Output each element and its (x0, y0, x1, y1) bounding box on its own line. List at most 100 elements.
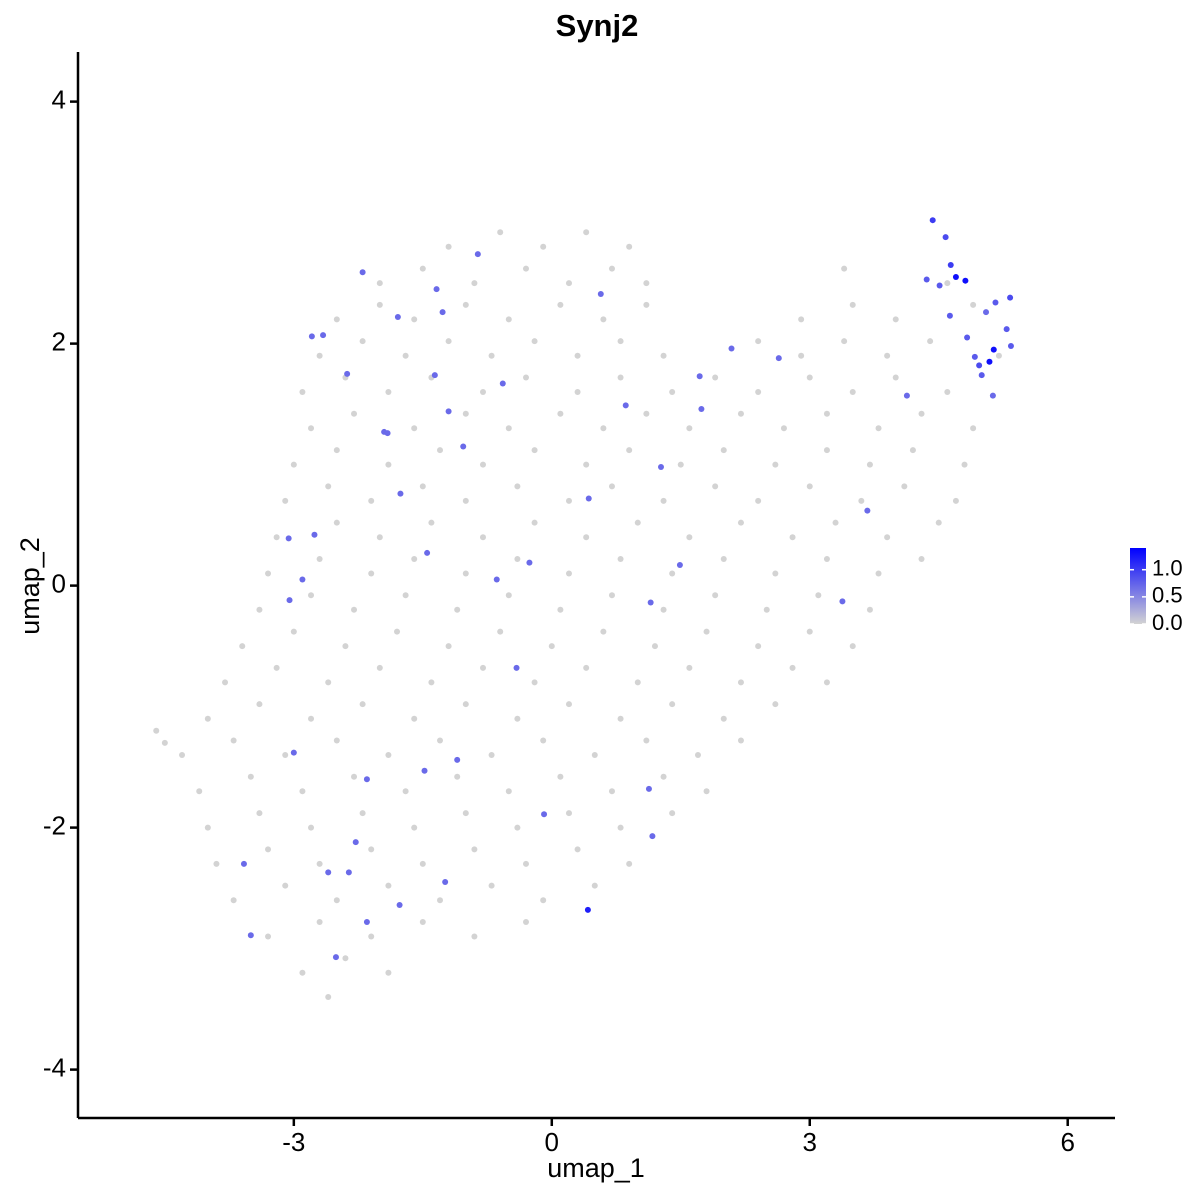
point (892, 374, 899, 381)
point (806, 628, 813, 635)
point (445, 643, 452, 650)
point (384, 430, 391, 437)
point (359, 701, 366, 708)
point (755, 389, 762, 396)
point (499, 380, 506, 387)
point (775, 355, 782, 362)
point (359, 338, 366, 345)
y-tick-label: 4 (52, 84, 66, 114)
point (608, 483, 615, 490)
point (505, 788, 512, 795)
point (540, 897, 547, 904)
point (866, 606, 873, 613)
point (256, 810, 263, 817)
point (282, 882, 289, 889)
point (316, 555, 323, 562)
point (479, 389, 486, 396)
point (660, 352, 667, 359)
point (368, 933, 375, 940)
point (290, 461, 297, 468)
point (256, 606, 263, 613)
point (445, 408, 452, 415)
point (841, 265, 848, 272)
point (325, 679, 332, 686)
point (839, 598, 846, 605)
point (471, 933, 478, 940)
point (584, 906, 591, 913)
point (952, 274, 959, 281)
point (600, 425, 607, 432)
point (574, 352, 581, 359)
point (866, 461, 873, 468)
point (497, 628, 504, 635)
point (600, 316, 607, 323)
point (976, 362, 983, 369)
point (823, 447, 830, 454)
point (488, 752, 495, 759)
point (540, 737, 547, 744)
point (351, 773, 358, 780)
point (290, 749, 297, 756)
point (230, 897, 237, 904)
point (643, 301, 650, 308)
point (376, 280, 383, 287)
point (273, 534, 280, 541)
point (299, 576, 306, 583)
point (964, 334, 971, 341)
point (265, 570, 272, 577)
point (1007, 343, 1014, 350)
point (617, 824, 624, 831)
point (806, 483, 813, 490)
point (626, 243, 633, 250)
point (437, 447, 444, 454)
point (755, 497, 762, 504)
point (737, 737, 744, 744)
point (311, 531, 318, 538)
point (686, 664, 693, 671)
point (901, 483, 908, 490)
point (686, 425, 693, 432)
point (737, 679, 744, 686)
point (376, 534, 383, 541)
point (514, 555, 521, 562)
point (712, 483, 719, 490)
x-tick-label: 6 (1060, 1127, 1074, 1157)
point (1003, 326, 1010, 333)
point (875, 425, 882, 432)
point (565, 497, 572, 504)
point (247, 773, 254, 780)
point (394, 313, 401, 320)
point (299, 389, 306, 396)
point (419, 860, 426, 867)
point (454, 773, 461, 780)
point (712, 592, 719, 599)
point (411, 316, 418, 323)
point (493, 576, 500, 583)
point (282, 752, 289, 759)
point (462, 497, 469, 504)
point (308, 824, 315, 831)
point (316, 860, 323, 867)
point (471, 846, 478, 853)
point (419, 483, 426, 490)
point (565, 810, 572, 817)
point (823, 410, 830, 417)
point (460, 443, 467, 450)
point (597, 290, 604, 297)
point (946, 312, 953, 319)
point (505, 316, 512, 323)
point (849, 389, 856, 396)
point (864, 507, 871, 514)
point (462, 701, 469, 708)
point (823, 679, 830, 686)
point (565, 280, 572, 287)
point (213, 860, 220, 867)
point (385, 461, 392, 468)
point (522, 860, 529, 867)
point (396, 902, 403, 909)
point (282, 497, 289, 504)
point (962, 277, 969, 284)
point (299, 969, 306, 976)
point (696, 373, 703, 380)
point (823, 555, 830, 562)
